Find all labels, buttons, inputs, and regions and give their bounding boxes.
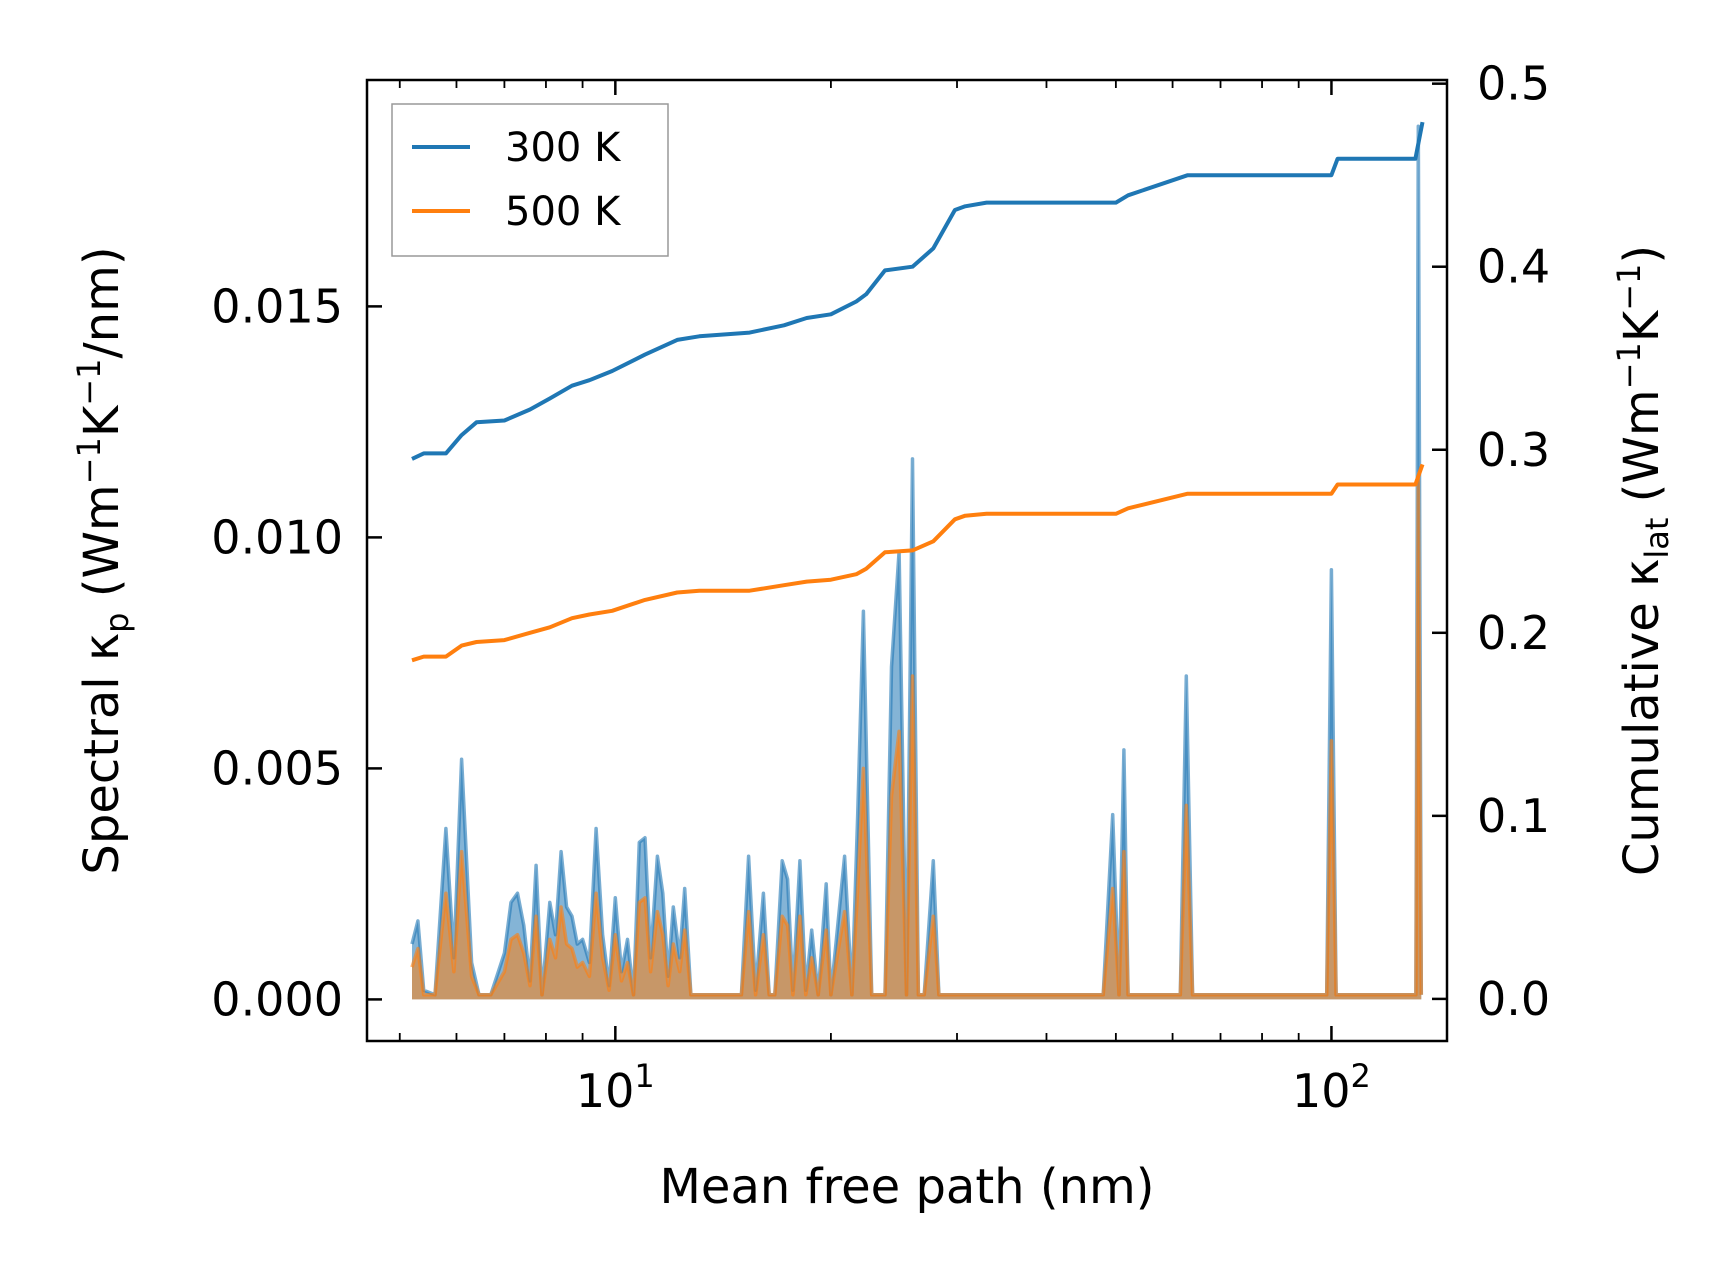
y-left-tick-label-0.000: 0.000: [211, 972, 343, 1026]
y-right-tick-label-0.5: 0.5: [1477, 57, 1550, 111]
y-right-tick-label-0.0: 0.0: [1477, 972, 1550, 1026]
y-right-tick-label-0.1: 0.1: [1477, 789, 1550, 843]
y-right-tick-label-0.4: 0.4: [1477, 240, 1550, 294]
plot-area: [410, 121, 1425, 1000]
legend-label-300k: 300 K: [505, 125, 622, 171]
y-left-tick-label-0.015: 0.015: [211, 279, 343, 333]
y-left-tick-label-0.010: 0.010: [211, 510, 343, 564]
y-axis-right-label: Cumulative κlat (Wm−1K−1): [1610, 245, 1676, 876]
x-axis-label: Mean free path (nm): [660, 1159, 1155, 1215]
plot-frame: [365, 78, 1449, 1043]
axis-ticks: 0.000 0.005 0.010 0.015 0.0 0.1 0.2 0.3 0.4 0.5 10…: [211, 57, 1550, 1118]
y-right-tick-label-0.3: 0.3: [1477, 423, 1550, 477]
legend: 300 K 500 K: [391, 103, 669, 257]
x-tick-label-10: 101: [576, 1057, 655, 1118]
spectral-area-500k: [412, 477, 1422, 1000]
legend-label-500k: 500 K: [505, 189, 622, 235]
y-left-tick-label-0.005: 0.005: [211, 741, 343, 795]
cumulative-line-500k: [411, 463, 1425, 663]
x-tick-label-100: 102: [1292, 1057, 1371, 1118]
y-right-tick-label-0.2: 0.2: [1477, 606, 1550, 660]
spectral-line-500k: [410, 475, 1424, 997]
cumulative-line-300k: [411, 121, 1425, 461]
spectral-area-300k: [412, 126, 1422, 1000]
legend-frame: [391, 103, 669, 257]
y-axis-left-label: Spectral κp (Wm−1K−1/nm): [70, 246, 136, 874]
